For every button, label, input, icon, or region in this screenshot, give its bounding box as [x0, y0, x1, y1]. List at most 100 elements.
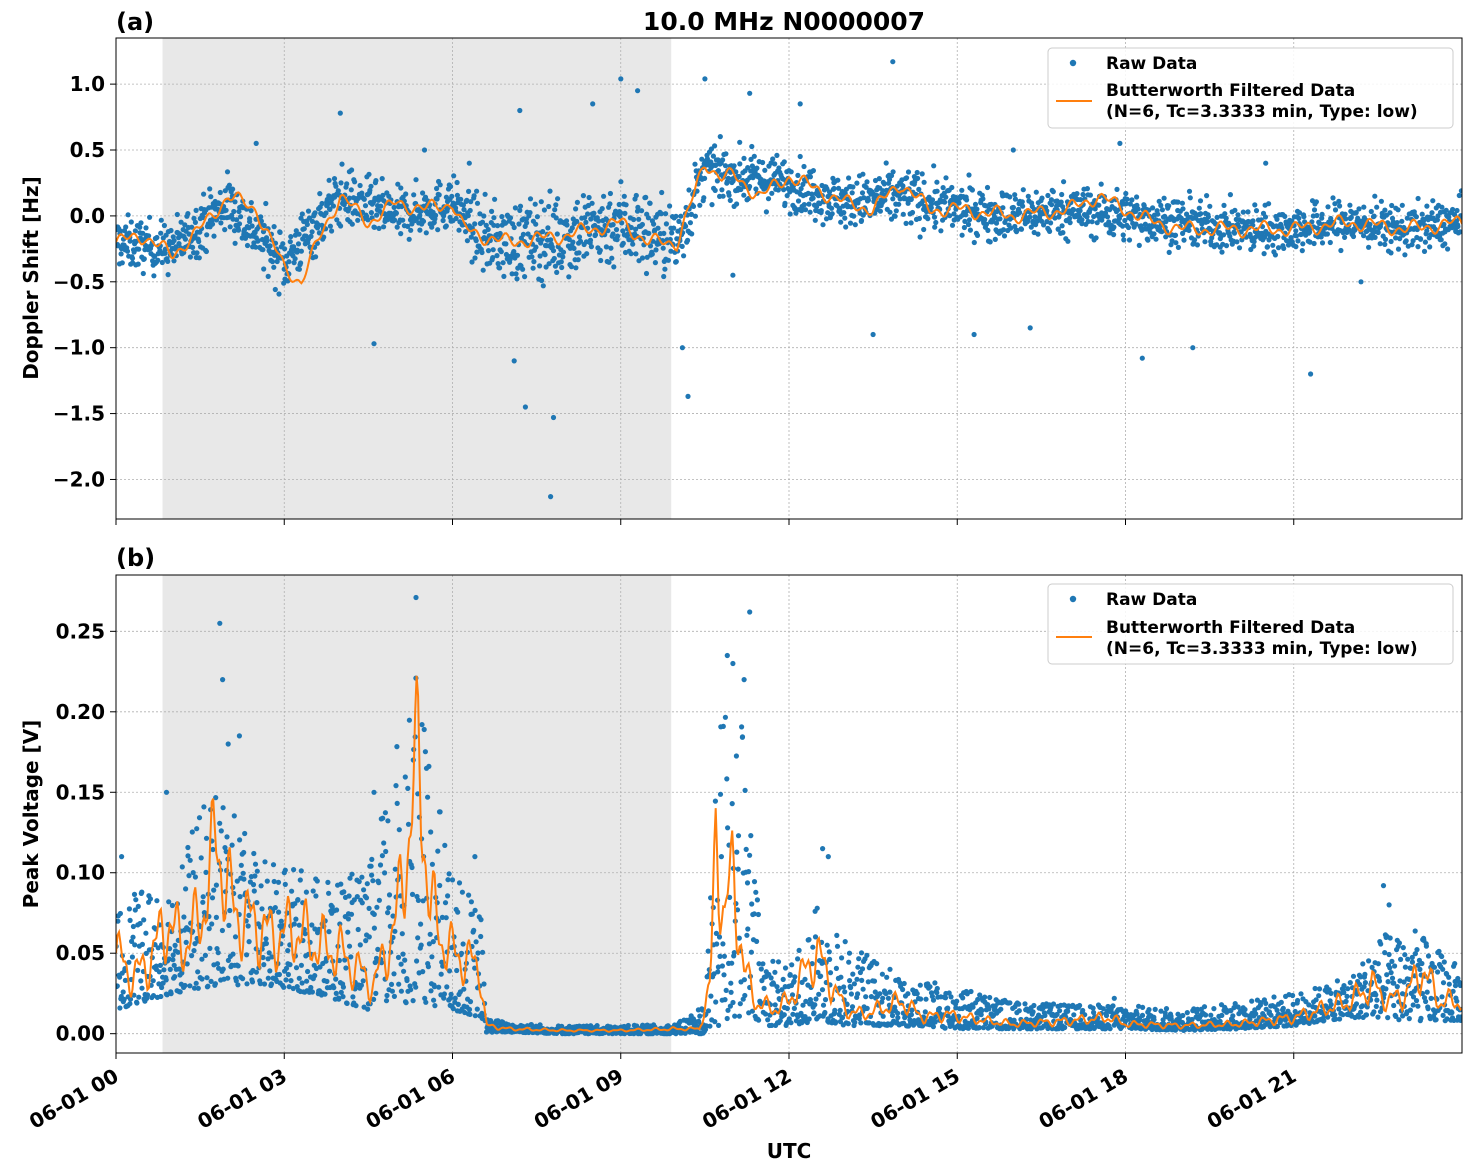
- raw-data-point: [170, 957, 176, 963]
- raw-data-point: [480, 949, 486, 955]
- raw-data-point: [258, 883, 264, 889]
- raw-data-point: [215, 950, 221, 956]
- raw-data-point: [213, 795, 219, 801]
- raw-data-point: [349, 221, 355, 227]
- raw-data-point: [754, 938, 760, 945]
- raw-data-point: [697, 1013, 703, 1019]
- raw-data-point: [478, 933, 484, 940]
- raw-data-point: [245, 923, 251, 929]
- raw-data-point: [222, 845, 228, 851]
- raw-data-point: [237, 837, 243, 843]
- raw-data-point: [623, 202, 629, 208]
- raw-data-point: [458, 196, 464, 202]
- raw-data-point: [574, 199, 581, 205]
- raw-data-point: [327, 968, 333, 974]
- raw-data-point: [270, 862, 277, 868]
- raw-data-point: [398, 231, 404, 237]
- raw-data-point: [1100, 1006, 1106, 1012]
- raw-data-point: [1180, 1012, 1186, 1019]
- raw-data-point: [126, 959, 132, 965]
- raw-data-point: [1025, 218, 1031, 224]
- raw-data-point: [661, 273, 667, 280]
- raw-data-point: [472, 221, 478, 227]
- raw-data-point: [185, 853, 191, 859]
- raw-data-point: [607, 190, 614, 197]
- y-tick-label: −1.5: [53, 402, 105, 426]
- raw-data-point: [552, 263, 559, 269]
- raw-data-point: [782, 200, 788, 206]
- raw-data-point: [781, 159, 787, 165]
- raw-data-point: [449, 877, 456, 883]
- raw-data-point: [715, 168, 722, 174]
- raw-data-point: [1442, 241, 1448, 247]
- raw-data-point: [865, 979, 871, 985]
- raw-data-point: [765, 196, 772, 202]
- raw-data-point: [1175, 199, 1181, 205]
- raw-data-point: [220, 805, 226, 811]
- raw-data-point: [261, 981, 268, 987]
- raw-data-point: [212, 981, 218, 987]
- raw-data-point: [1399, 218, 1405, 224]
- raw-data-outlier: [1010, 147, 1016, 153]
- raw-data-point: [466, 892, 472, 898]
- raw-data-point: [1204, 193, 1210, 199]
- raw-data-point: [1271, 994, 1277, 1000]
- raw-data-point: [1035, 231, 1041, 237]
- raw-data-point: [1050, 189, 1056, 195]
- raw-data-point: [208, 194, 214, 200]
- raw-data-point: [1274, 216, 1280, 222]
- raw-data-point: [859, 190, 866, 196]
- raw-data-point: [1017, 209, 1023, 216]
- raw-data-point: [309, 229, 315, 235]
- raw-data-point: [1219, 1012, 1225, 1019]
- raw-data-point: [437, 182, 443, 188]
- raw-data-point: [765, 1017, 771, 1023]
- raw-data-point: [283, 977, 289, 983]
- raw-data-point: [843, 224, 849, 230]
- raw-data-point: [276, 291, 282, 297]
- raw-data-point: [235, 227, 242, 233]
- raw-data-point: [429, 224, 435, 230]
- raw-data-point: [1387, 210, 1393, 216]
- raw-data-point: [281, 280, 287, 286]
- raw-data-point: [1025, 193, 1031, 199]
- raw-data-point: [244, 981, 250, 987]
- raw-data-point: [779, 987, 785, 993]
- raw-data-point: [1382, 236, 1389, 242]
- raw-data-point: [620, 240, 626, 246]
- raw-data-point: [241, 849, 247, 856]
- raw-data-point: [420, 969, 426, 975]
- raw-data-point: [768, 975, 774, 981]
- raw-data-point: [635, 204, 641, 210]
- raw-data-point: [708, 146, 715, 152]
- raw-data-point: [848, 985, 854, 991]
- raw-data-point: [182, 236, 188, 242]
- raw-data-point: [348, 187, 354, 193]
- raw-data-point: [1327, 239, 1333, 246]
- raw-data-point: [1010, 210, 1016, 216]
- raw-data-point: [305, 208, 312, 214]
- raw-data-point: [791, 1005, 798, 1012]
- raw-data-point: [865, 197, 872, 203]
- raw-data-point: [1252, 202, 1258, 208]
- raw-data-point: [800, 181, 806, 187]
- raw-data-point: [560, 249, 567, 255]
- raw-data-point: [391, 971, 397, 977]
- raw-data-point: [1247, 1016, 1253, 1022]
- raw-data-point: [244, 242, 251, 249]
- raw-data-point: [892, 213, 898, 219]
- raw-data-point: [782, 965, 789, 971]
- raw-data-point: [450, 1006, 456, 1012]
- raw-data-point: [974, 206, 980, 212]
- raw-data-point: [1430, 198, 1436, 204]
- raw-data-point: [178, 219, 184, 225]
- raw-data-point: [427, 931, 433, 937]
- raw-data-point: [144, 992, 151, 998]
- raw-data-point: [599, 206, 605, 212]
- raw-data-point: [1020, 187, 1026, 193]
- raw-data-point: [822, 1009, 828, 1016]
- raw-data-point: [227, 907, 233, 914]
- raw-data-point: [355, 926, 361, 933]
- raw-data-point: [390, 913, 396, 919]
- raw-data-point: [837, 207, 843, 213]
